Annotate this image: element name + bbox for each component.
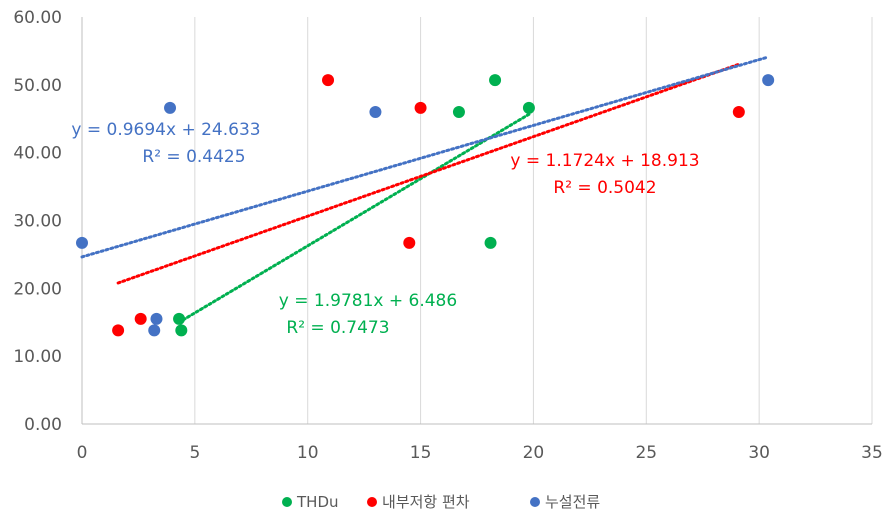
legend-label: 내부저항 편차 bbox=[382, 493, 470, 511]
trendlines bbox=[80, 55, 770, 324]
trendline-equation-label: y = 0.9694x + 24.633 bbox=[71, 120, 260, 140]
trendline-equation-label: y = 1.1724x + 18.913 bbox=[510, 151, 699, 171]
data-point bbox=[175, 324, 188, 337]
x-tick-label: 0 bbox=[77, 443, 88, 463]
y-tick-label: 50.00 bbox=[13, 76, 62, 96]
x-tick-label: 25 bbox=[635, 443, 657, 463]
legend: THDu 내부저항 편차 누설전류 bbox=[282, 493, 600, 511]
legend-marker bbox=[530, 497, 540, 507]
y-tick-label: 60.00 bbox=[13, 8, 62, 28]
data-point bbox=[369, 105, 382, 118]
data-point bbox=[112, 324, 125, 337]
trendline-r2-label: R² = 0.4425 bbox=[142, 147, 245, 167]
y-tick-label: 20.00 bbox=[13, 279, 62, 299]
data-point bbox=[489, 74, 502, 87]
data-point bbox=[76, 236, 88, 249]
data-point bbox=[762, 74, 775, 87]
x-tick-label: 30 bbox=[748, 443, 770, 463]
y-tick-label: 30.00 bbox=[13, 212, 62, 232]
legend-label: THDu bbox=[296, 493, 339, 511]
y-tick-label: 0.00 bbox=[24, 415, 62, 435]
trendline-labels: y = 0.9694x + 24.633 R² = 0.4425 y = 1.1… bbox=[71, 120, 699, 338]
trendline bbox=[116, 62, 741, 285]
data-point bbox=[173, 312, 186, 325]
legend-marker bbox=[367, 497, 377, 507]
y-tick-label: 10.00 bbox=[13, 347, 62, 367]
data-point bbox=[484, 236, 497, 249]
trendline-r2-label: R² = 0.5042 bbox=[553, 178, 656, 198]
data-points bbox=[76, 74, 775, 337]
trendline-r2-label: R² = 0.7473 bbox=[286, 318, 389, 338]
y-tick-label: 40.00 bbox=[13, 144, 62, 164]
legend-label: 누설전류 bbox=[545, 493, 600, 511]
x-tick-label: 15 bbox=[410, 443, 432, 463]
data-point bbox=[403, 236, 416, 249]
data-point bbox=[452, 105, 465, 118]
data-point bbox=[150, 312, 163, 325]
data-point bbox=[522, 101, 535, 114]
data-point bbox=[322, 74, 335, 87]
data-point bbox=[164, 101, 177, 114]
axes: 0 5 10 15 20 25 30 35 0.00 10.00 20.00 30.00 40.00 50… bbox=[13, 8, 882, 463]
data-point bbox=[134, 312, 147, 325]
trendline bbox=[80, 55, 770, 259]
grid bbox=[194, 17, 873, 424]
trendline-equation-label: y = 1.9781x + 6.486 bbox=[279, 291, 457, 311]
trendline bbox=[177, 112, 531, 324]
x-tick-label: 35 bbox=[861, 443, 883, 463]
legend-marker bbox=[282, 497, 292, 507]
data-point bbox=[148, 324, 161, 337]
data-point bbox=[732, 105, 745, 118]
data-point bbox=[414, 101, 427, 114]
x-tick-label: 20 bbox=[523, 443, 545, 463]
x-tick-label: 10 bbox=[297, 443, 319, 463]
x-tick-label: 5 bbox=[189, 443, 200, 463]
